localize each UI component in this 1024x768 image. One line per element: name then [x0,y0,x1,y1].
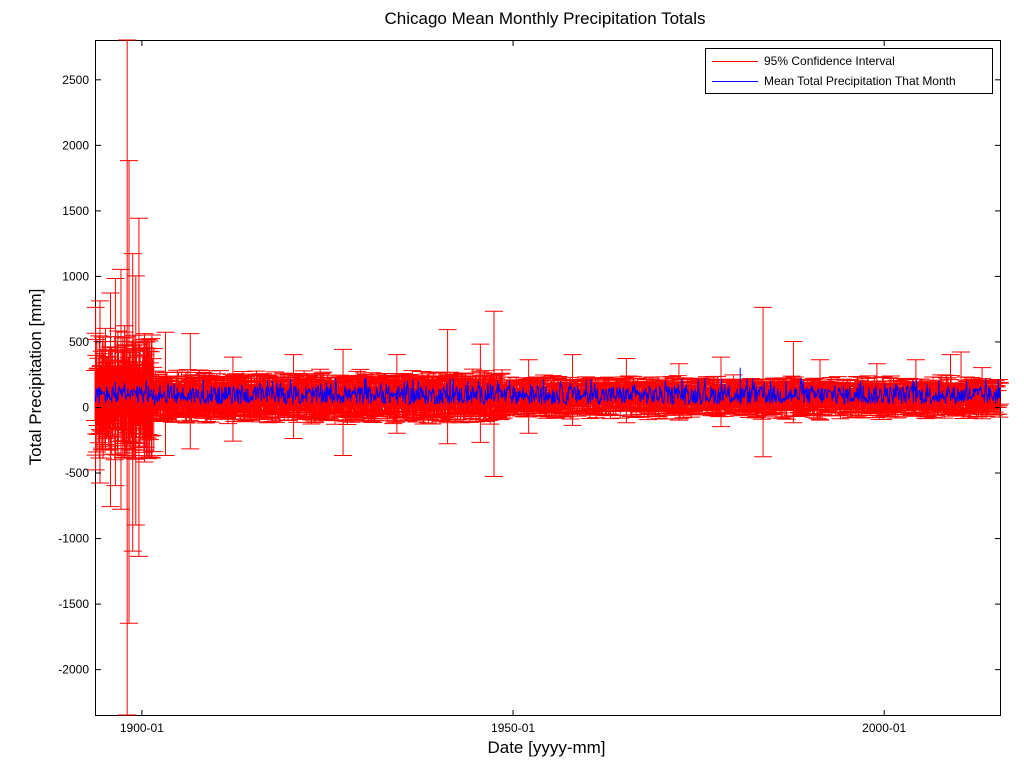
legend-swatch-blue [712,80,758,82]
legend-label-confidence-interval: 95% Confidence Interval [764,54,895,68]
x-axis-label: Date [yyyy-mm] [487,738,606,757]
mean-precipitation-line [94,367,1001,406]
x-tick-label: 1900-01 [120,721,164,735]
mean-series-line [94,378,1001,406]
legend-entry-confidence-interval: 95% Confidence Interval [712,52,895,70]
legend-swatch-red [712,60,758,62]
chart-title: Chicago Mean Monthly Precipitation Total… [384,9,706,28]
y-tick-label: 1000 [62,269,89,283]
y-tick-label: 500 [69,335,89,349]
y-tick-label: -500 [65,466,89,480]
y-tick-label: 2000 [62,138,89,152]
x-tick-label: 1950-01 [491,721,535,735]
legend-label-mean-precipitation: Mean Total Precipitation That Month [764,74,956,88]
y-tick-label: -2000 [58,663,89,677]
y-tick-label: -1500 [58,597,89,611]
axes: -2000 -1500 -1000 -500 0 500 1000 1500 2000 2500 1… [58,40,1001,735]
legend-entry-mean-precipitation: Mean Total Precipitation That Month [712,72,956,90]
y-axis-label: Total Precipitation [mm] [26,288,45,466]
y-tick-label: -1000 [58,532,89,546]
y-tick-label: 2500 [62,73,89,87]
y-tick-label: 0 [82,400,89,414]
confidence-interval-errorbars [86,39,1009,716]
legend: 95% Confidence Interval Mean Total Preci… [705,48,993,94]
x-tick-label: 2000-01 [862,721,906,735]
y-tick-label: 1500 [62,204,89,218]
